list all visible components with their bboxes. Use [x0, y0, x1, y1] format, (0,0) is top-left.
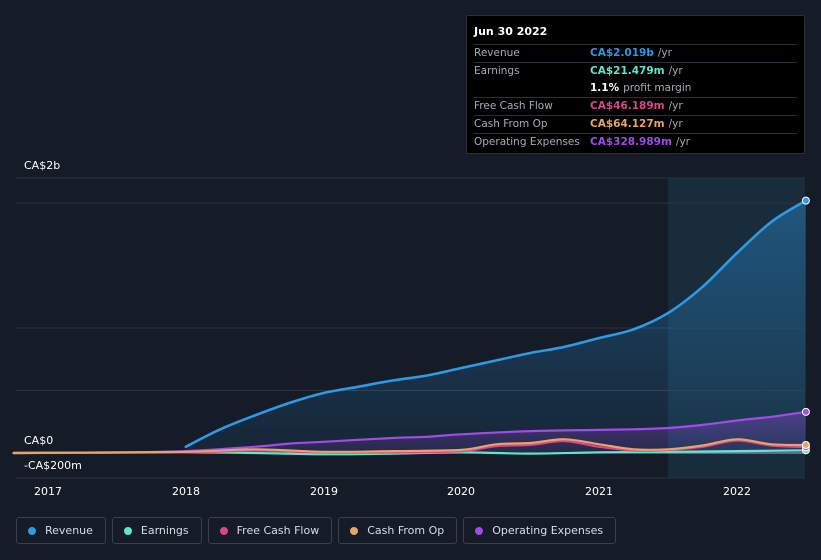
tooltip-row-free-cash-flow: Free Cash Flow CA$46.189m /yr [474, 97, 797, 115]
legend-label: Operating Expenses [492, 524, 604, 537]
operating-expenses-point [801, 407, 810, 416]
legend-item-revenue[interactable]: Revenue [16, 517, 106, 544]
legend-label: Earnings [140, 524, 189, 537]
cash-from-op-point [801, 440, 810, 449]
x-tick-2022: 2022 [723, 485, 751, 498]
y-label-zero: CA$0 [24, 434, 54, 447]
chart-legend: Revenue Earnings Free Cash Flow Cash Fro… [16, 517, 617, 544]
tooltip-row-operating-expenses: Operating Expenses CA$328.989m /yr [474, 133, 797, 151]
tooltip-unit: /yr [675, 136, 690, 148]
tooltip-unit: /yr [657, 47, 672, 59]
free-cash-flow-line [12, 439, 807, 455]
legend-dot-icon [350, 526, 359, 535]
tooltip-label: Operating Expenses [474, 136, 580, 148]
tooltip-unit: /yr [668, 65, 683, 77]
x-tick-2021: 2021 [585, 485, 613, 498]
tooltip-value: CA$2.019b [590, 47, 654, 59]
operating-expenses-line [12, 410, 807, 455]
tooltip-label: Earnings [474, 65, 520, 77]
y-label-top: CA$2b [24, 159, 61, 172]
x-tick-2020: 2020 [447, 485, 475, 498]
legend-item-earnings[interactable]: Earnings [111, 517, 202, 544]
revenue-point [801, 196, 810, 205]
tooltip-unit: /yr [668, 100, 683, 112]
legend-dot-icon [219, 526, 228, 535]
tooltip-value: 1.1% [590, 82, 620, 94]
legend-label: Free Cash Flow [236, 524, 320, 537]
legend-item-operating-expenses[interactable]: Operating Expenses [463, 517, 617, 544]
x-tick-2019: 2019 [310, 485, 338, 498]
x-tick-2017: 2017 [34, 485, 62, 498]
data-tooltip: Jun 30 2022 Revenue CA$2.019b /yr Earnin… [466, 15, 805, 154]
tooltip-row-revenue: Revenue CA$2.019b /yr [474, 44, 797, 62]
tooltip-value: CA$328.989m [590, 136, 672, 148]
x-tick-2018: 2018 [172, 485, 200, 498]
tooltip-label: Revenue [474, 47, 520, 59]
legend-dot-icon [123, 526, 132, 535]
legend-label: Revenue [45, 524, 93, 537]
cash-from-op-line [12, 438, 807, 455]
legend-item-cash-from-op[interactable]: Cash From Op [338, 517, 458, 544]
tooltip-unit: profit margin [623, 82, 692, 94]
operating-expenses-area [13, 411, 806, 453]
tooltip-value: CA$64.127m [590, 118, 665, 130]
tooltip-row-profit-margin: 1.1% profit margin [474, 80, 797, 97]
revenue-line [184, 199, 808, 449]
tooltip-label: Free Cash Flow [474, 100, 553, 112]
tooltip-date: Jun 30 2022 [474, 25, 548, 38]
tooltip-row-cash-from-op: Cash From Op CA$64.127m /yr [474, 115, 797, 133]
tooltip-value: CA$21.479m [590, 65, 665, 77]
y-label-bottom: -CA$200m [24, 459, 82, 472]
tooltip-label: Cash From Op [474, 118, 548, 130]
legend-item-free-cash-flow[interactable]: Free Cash Flow [207, 517, 333, 544]
tooltip-value: CA$46.189m [590, 100, 665, 112]
tooltip-row-earnings: Earnings CA$21.479m /yr [474, 62, 797, 80]
tooltip-unit: /yr [668, 118, 683, 130]
legend-dot-icon [28, 526, 36, 535]
legend-label: Cash From Op [367, 524, 445, 537]
tooltip-label [474, 80, 590, 97]
legend-dot-icon [475, 526, 484, 535]
